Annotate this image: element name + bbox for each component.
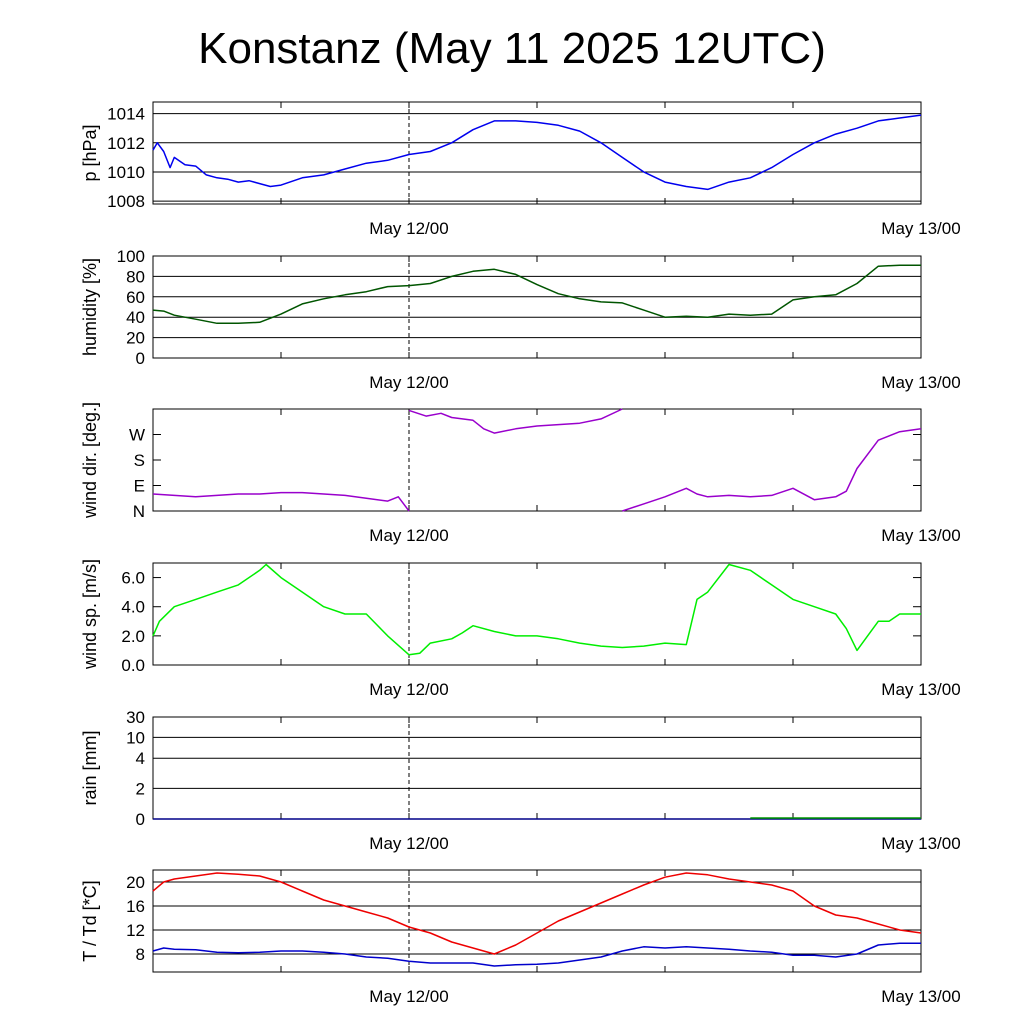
- y-tick-label: 1014: [107, 105, 145, 124]
- plot-frame: [152, 869, 922, 973]
- y-tick-label: 2.0: [121, 627, 145, 646]
- y-tick-label: 100: [117, 247, 145, 266]
- y-tick-label: W: [129, 426, 145, 445]
- series-line-1: [152, 114, 922, 191]
- x-tick-label: May 12/00: [369, 526, 448, 545]
- plot-frame: [152, 255, 922, 359]
- y-tick-label: 80: [126, 267, 145, 286]
- y-tick-label: N: [133, 502, 145, 521]
- y-tick-label: 40: [126, 308, 145, 327]
- x-tick-label: May 13/00: [881, 680, 960, 699]
- y-tick-label: 0: [136, 810, 145, 829]
- x-tick-label: May 13/00: [881, 834, 960, 853]
- y-axis-label: wind dir. [deg.]: [80, 402, 100, 519]
- series-line-1: [152, 872, 922, 955]
- chart-title: Konstanz (May 11 2025 12UTC): [198, 24, 826, 73]
- x-tick-label: May 13/00: [881, 987, 960, 1006]
- y-tick-label: 30: [126, 708, 145, 727]
- x-tick-label: May 13/00: [881, 373, 960, 392]
- y-tick-label: 8: [136, 945, 145, 964]
- y-tick-label: 1008: [107, 192, 145, 211]
- y-tick-label: 10: [126, 728, 145, 747]
- series-line-3: [622, 428, 922, 512]
- y-tick-label: 0.0: [121, 656, 145, 675]
- series-line-2: [152, 942, 921, 967]
- y-tick-label: 2: [136, 779, 145, 798]
- y-tick-label: 1012: [107, 134, 145, 153]
- y-tick-label: 16: [126, 897, 145, 916]
- y-tick-label: 60: [126, 288, 145, 307]
- panel-6: 8 12 16 20 May 12/00 May 13/00 T / Td [*C]: [80, 869, 961, 1006]
- y-tick-label: 20: [126, 873, 145, 892]
- panel-4: 0.0 2.0 4.0 6.0 May 12/00 May 13/00 wind sp. […: [80, 559, 961, 699]
- series-line-1: [152, 491, 410, 512]
- y-tick-label: 4.0: [121, 598, 145, 617]
- y-tick-label: 1010: [107, 163, 145, 182]
- x-tick-label: May 12/00: [369, 680, 448, 699]
- plot-frame: [152, 101, 922, 205]
- panel-1: 1008 1010 1012 1014 May 12/00 May 13/00 p [hPa…: [80, 101, 961, 238]
- x-tick-label: May 12/00: [369, 834, 448, 853]
- y-axis-label: p [hPa]: [80, 124, 100, 181]
- series-line-2: [408, 408, 623, 434]
- x-tick-label: May 13/00: [881, 219, 960, 238]
- y-axis-label: wind sp. [m/s]: [80, 559, 100, 670]
- y-axis-label: T / Td [*C]: [80, 880, 100, 961]
- y-tick-label: S: [134, 451, 145, 470]
- x-tick-label: May 12/00: [369, 987, 448, 1006]
- x-tick-label: May 13/00: [881, 526, 960, 545]
- series-line-1: [152, 563, 921, 656]
- y-axis-label: rain [mm]: [80, 730, 100, 805]
- y-tick-label: E: [134, 477, 145, 496]
- y-axis-label: humidity [%]: [80, 258, 100, 356]
- y-tick-label: 0: [136, 349, 145, 368]
- x-tick-label: May 12/00: [369, 373, 448, 392]
- series-line-1: [152, 264, 921, 325]
- plot-frame: [152, 716, 922, 820]
- y-tick-label: 20: [126, 329, 145, 348]
- y-tick-label: 4: [136, 749, 145, 768]
- x-tick-label: May 12/00: [369, 219, 448, 238]
- y-tick-label: 6.0: [121, 569, 145, 588]
- y-tick-label: 12: [126, 921, 145, 940]
- plot-frame: [152, 562, 922, 666]
